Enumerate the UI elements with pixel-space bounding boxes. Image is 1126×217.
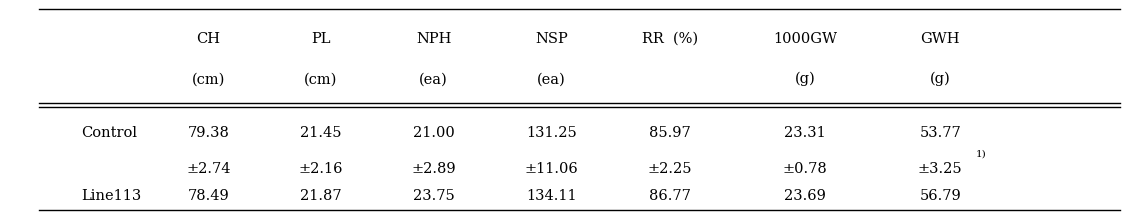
- Text: GWH: GWH: [920, 32, 960, 46]
- Text: (ea): (ea): [537, 72, 566, 86]
- Text: ±2.89: ±2.89: [411, 162, 456, 176]
- Text: (g): (g): [795, 72, 815, 86]
- Text: RR  (%): RR (%): [642, 32, 698, 46]
- Text: 23.69: 23.69: [784, 189, 826, 203]
- Text: 78.49: 78.49: [187, 189, 230, 203]
- Text: ±11.06: ±11.06: [525, 162, 579, 176]
- Text: ±2.16: ±2.16: [298, 162, 343, 176]
- Text: 21.45: 21.45: [301, 127, 341, 140]
- Text: ±2.74: ±2.74: [186, 162, 231, 176]
- Text: 86.77: 86.77: [649, 189, 691, 203]
- Text: (cm): (cm): [191, 72, 225, 86]
- Text: 79.38: 79.38: [187, 127, 230, 140]
- Text: 21.00: 21.00: [412, 127, 455, 140]
- Text: 53.77: 53.77: [919, 127, 962, 140]
- Text: 56.79: 56.79: [919, 189, 962, 203]
- Text: 85.97: 85.97: [649, 127, 691, 140]
- Text: PL: PL: [311, 32, 331, 46]
- Text: (ea): (ea): [419, 72, 448, 86]
- Text: NPH: NPH: [415, 32, 452, 46]
- Text: 131.25: 131.25: [526, 127, 578, 140]
- Text: ±3.25: ±3.25: [918, 162, 963, 176]
- Text: NSP: NSP: [535, 32, 569, 46]
- Text: 1): 1): [976, 150, 988, 159]
- Text: Line113: Line113: [81, 189, 142, 203]
- Text: Control: Control: [81, 127, 137, 140]
- Text: 134.11: 134.11: [527, 189, 577, 203]
- Text: CH: CH: [196, 32, 221, 46]
- Text: (cm): (cm): [304, 72, 338, 86]
- Text: 21.87: 21.87: [301, 189, 341, 203]
- Text: (g): (g): [930, 72, 950, 86]
- Text: 1000GW: 1000GW: [774, 32, 837, 46]
- Text: ±2.25: ±2.25: [647, 162, 692, 176]
- Text: ±0.78: ±0.78: [783, 162, 828, 176]
- Text: 23.31: 23.31: [784, 127, 826, 140]
- Text: 23.75: 23.75: [412, 189, 455, 203]
